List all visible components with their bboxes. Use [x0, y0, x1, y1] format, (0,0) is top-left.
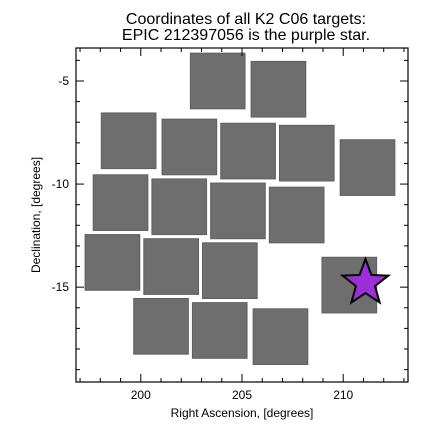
y-tick-label--5: -5	[58, 74, 69, 88]
target-module-2	[250, 60, 307, 118]
target-module-18	[252, 308, 309, 365]
y-tick-label--15: -15	[52, 280, 70, 294]
epic-212397056-star	[339, 256, 392, 305]
target-module-9	[151, 178, 208, 236]
target-module-17	[191, 302, 248, 359]
target-module-5	[220, 122, 276, 180]
x-tick-label-205: 205	[232, 388, 252, 402]
x-tick-label-200: 200	[131, 388, 151, 402]
target-module-14	[202, 242, 258, 299]
target-module-12	[84, 234, 141, 291]
x-tick-label-210: 210	[333, 388, 353, 402]
x-axis-label: Right Ascension, [degrees]	[171, 406, 314, 420]
target-module-10	[210, 182, 266, 240]
target-module-3	[100, 112, 157, 170]
chart-title: Coordinates of all K2 C06 targets:	[126, 11, 366, 28]
target-module-13	[143, 238, 199, 295]
y-tick-label--10: -10	[52, 177, 70, 191]
target-modules-layer	[84, 52, 396, 365]
axis-ticks-layer: 200 205 210 -5 -10 -15	[52, 48, 408, 402]
target-module-1	[189, 52, 246, 110]
target-module-16	[133, 298, 189, 355]
target-module-11	[268, 186, 325, 244]
target-module-4	[161, 118, 218, 176]
y-axis-label: Declination, [degrees]	[29, 157, 43, 273]
target-module-6	[278, 124, 335, 182]
target-module-8	[92, 174, 149, 231]
highlight-layer	[339, 256, 392, 305]
target-module-7	[339, 139, 396, 196]
chart-subtitle: EPIC 212397056 is the purple star.	[122, 27, 370, 44]
